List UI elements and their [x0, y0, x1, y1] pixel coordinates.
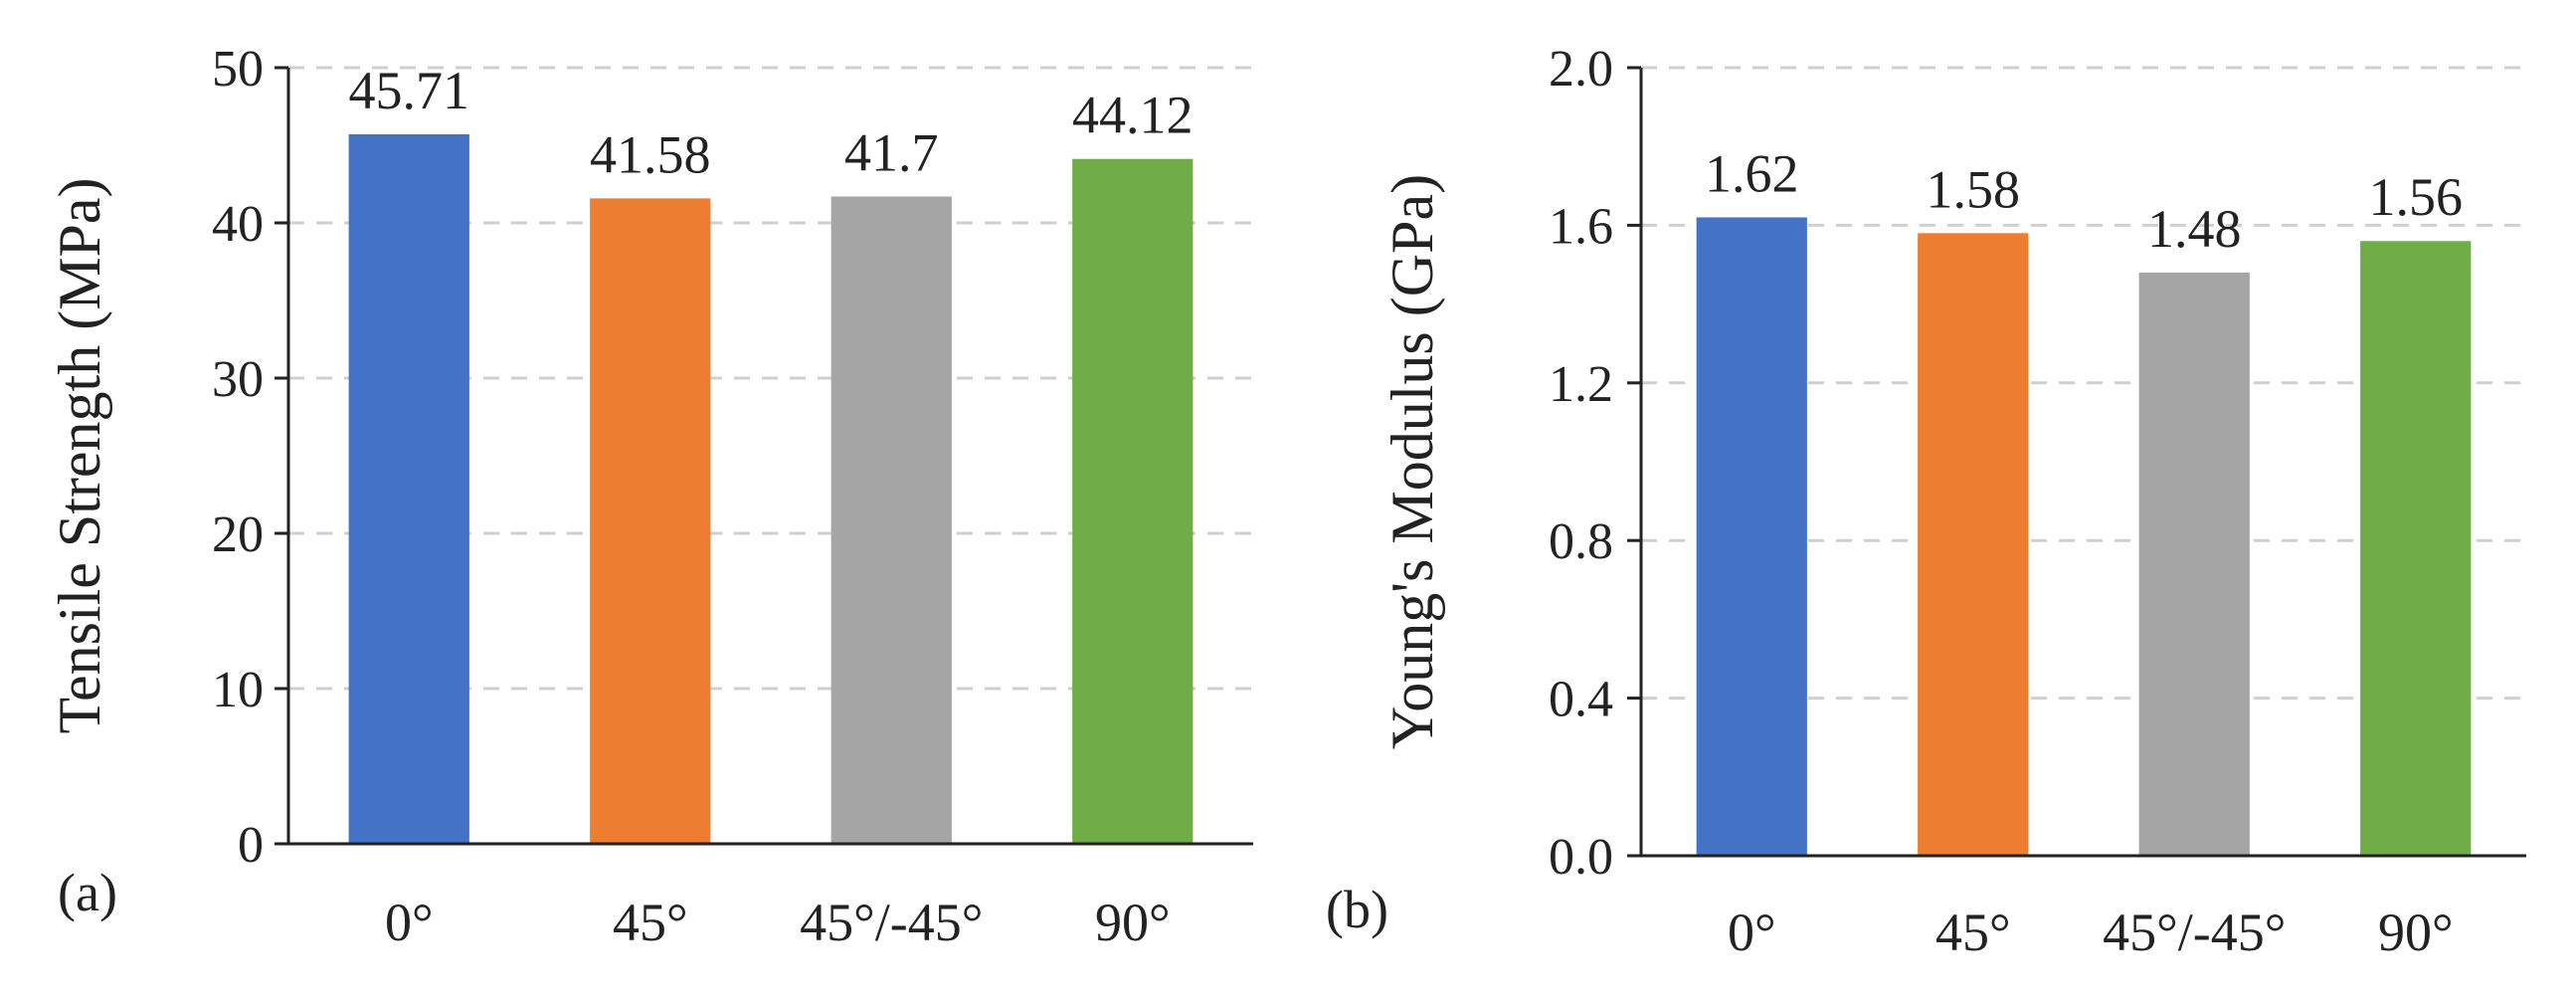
data-label: 41.58 — [590, 124, 711, 184]
y-tick-label: 10 — [212, 662, 264, 718]
y-tick-label: 2.0 — [1549, 41, 1613, 98]
bar — [830, 196, 952, 845]
bar — [1918, 233, 2029, 856]
x-tick-label: 0° — [1728, 903, 1776, 962]
y-tick-label: 0.0 — [1549, 829, 1613, 886]
bar — [2360, 241, 2472, 857]
data-label: 1.48 — [2147, 199, 2242, 259]
data-label: 1.56 — [2369, 167, 2464, 227]
data-label: 1.58 — [1927, 159, 2021, 219]
x-tick-label: 90° — [2378, 903, 2454, 962]
x-tick-label: 90° — [1095, 893, 1171, 952]
panel-label: (a) — [58, 863, 117, 922]
data-label: 44.12 — [1072, 86, 1194, 145]
x-tick-label: 45° — [1935, 903, 2011, 962]
y-tick-label: 20 — [212, 506, 264, 563]
y-tick-label: 0 — [238, 817, 264, 874]
bar — [590, 198, 711, 845]
bar — [2138, 272, 2250, 856]
y-axis-title: Tensile Strength (MPa) — [47, 177, 112, 733]
data-label: 45.71 — [349, 61, 470, 120]
data-label: 41.7 — [844, 122, 939, 182]
bar — [1072, 158, 1194, 844]
y-tick-label: 0.8 — [1549, 513, 1613, 570]
bar — [1696, 217, 1807, 857]
panel-label: (b) — [1326, 880, 1388, 939]
chart-panel-b: 0.0 0.4 0.8 1.2 1.6 2.0 1.62 0° 1.58 45° 1.48 45°/-… — [1326, 41, 2526, 962]
y-axis-title: Young's Modulus (GPa) — [1380, 174, 1445, 749]
y-tick-label: 30 — [212, 351, 264, 408]
chart-panel-a: 0 10 20 30 40 50 45.71 0° 41.58 45° 41.7 45°/-45° 44… — [47, 41, 1253, 952]
y-tick-label: 1.6 — [1549, 198, 1613, 255]
y-tick-label: 50 — [212, 41, 264, 98]
y-tick-label: 40 — [212, 196, 264, 253]
bar — [348, 133, 469, 844]
x-tick-label: 45°/-45° — [2103, 903, 2286, 962]
x-tick-label: 0° — [385, 893, 434, 952]
y-tick-label: 1.2 — [1549, 356, 1613, 413]
y-tick-label: 0.4 — [1549, 672, 1613, 728]
x-tick-label: 45° — [613, 893, 688, 952]
x-tick-label: 45°/-45° — [800, 893, 983, 952]
data-label: 1.62 — [1705, 143, 1799, 203]
